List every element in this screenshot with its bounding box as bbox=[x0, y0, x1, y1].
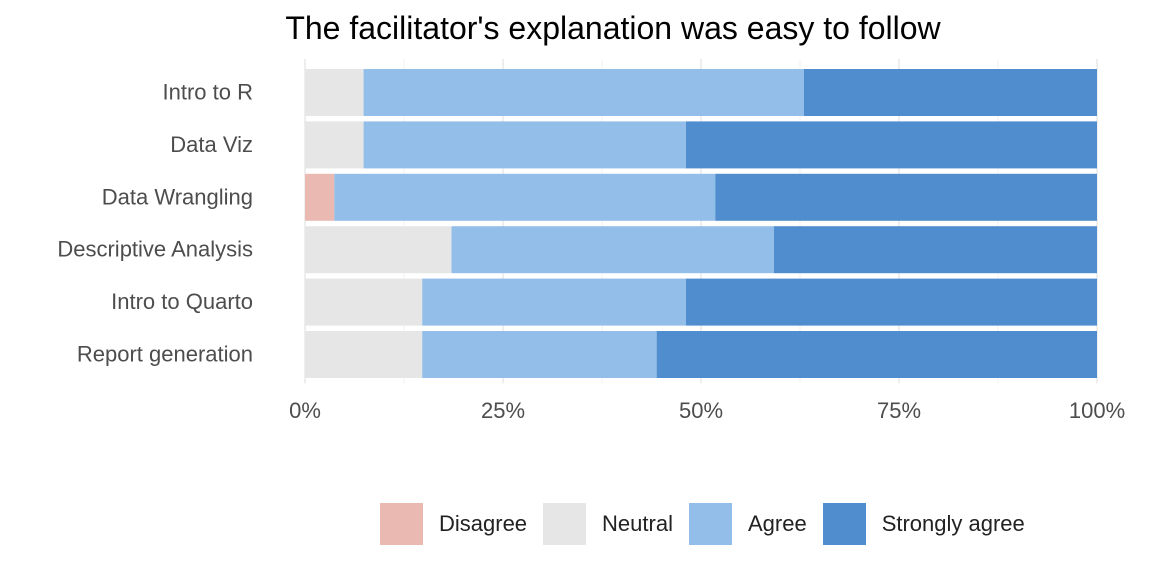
legend-item: Strongly agree bbox=[822, 503, 1027, 545]
legend-label: Neutral bbox=[602, 511, 673, 536]
x-tick-label: 50% bbox=[679, 398, 723, 423]
x-tick-label: 25% bbox=[481, 398, 525, 423]
bar-segment bbox=[334, 173, 716, 221]
bar-segment bbox=[305, 278, 423, 326]
legend-swatch bbox=[688, 503, 732, 545]
bar-segment bbox=[305, 69, 364, 116]
bar-segment bbox=[363, 121, 686, 169]
bar-segment bbox=[363, 69, 804, 116]
legend-item: Neutral bbox=[543, 503, 675, 545]
y-tick-label: Data Wrangling bbox=[102, 184, 253, 209]
bar-segment bbox=[305, 226, 452, 274]
chart-title: The facilitator's explanation was easy t… bbox=[285, 10, 941, 46]
y-tick-label: Intro to R bbox=[163, 80, 253, 105]
bar-segment bbox=[685, 121, 1097, 169]
y-tick-label: Intro to Quarto bbox=[111, 289, 253, 314]
bar-segment bbox=[685, 278, 1097, 326]
bar-segment bbox=[305, 121, 364, 169]
y-tick-label: Report generation bbox=[77, 342, 253, 367]
bar-segment bbox=[803, 69, 1097, 116]
legend-item: Disagree bbox=[380, 503, 529, 545]
legend-swatch bbox=[543, 503, 587, 545]
legend-swatch bbox=[380, 503, 423, 545]
y-tick-label: Descriptive Analysis bbox=[57, 237, 253, 262]
x-tick-label: 100% bbox=[1069, 398, 1125, 423]
x-tick-label: 75% bbox=[877, 398, 921, 423]
bar-segment bbox=[305, 173, 335, 221]
bar-segment bbox=[305, 331, 423, 378]
bar-segment bbox=[451, 226, 774, 274]
bar-segment bbox=[422, 278, 686, 326]
bar-segment bbox=[773, 226, 1097, 274]
legend: Disagree Neutral Agree Strongly agree bbox=[380, 503, 1041, 545]
y-tick-label: Data Viz bbox=[170, 132, 253, 157]
x-tick-label: 0% bbox=[289, 398, 321, 423]
legend-label: Disagree bbox=[439, 511, 528, 536]
bar-segment bbox=[715, 173, 1097, 221]
legend-label: Strongly agree bbox=[881, 511, 1025, 536]
legend-label: Agree bbox=[747, 511, 807, 536]
bar-segment bbox=[422, 331, 657, 378]
legend-item: Agree bbox=[688, 503, 809, 545]
bar-segment bbox=[656, 331, 1097, 378]
legend-swatch bbox=[822, 503, 866, 545]
